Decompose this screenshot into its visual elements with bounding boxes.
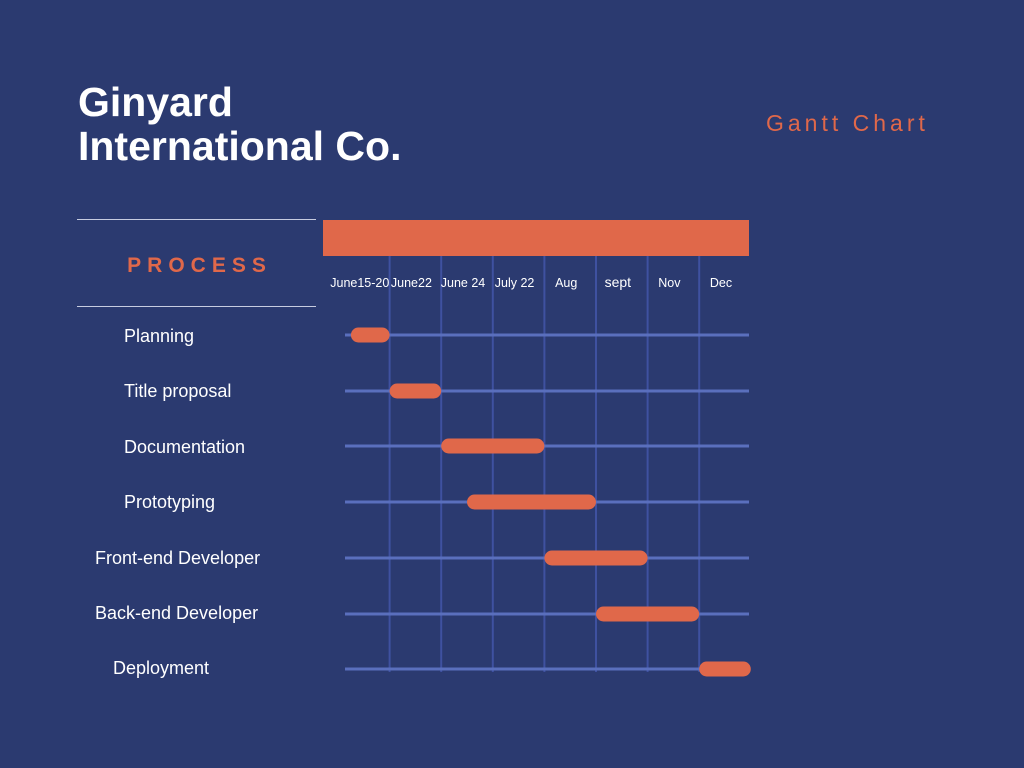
task-label-front-end-developer: Front-end Developer: [95, 548, 261, 568]
task-label-deployment: Deployment: [113, 658, 210, 678]
period-label: Nov: [658, 276, 681, 290]
company-name: Ginyard International Co.: [78, 80, 401, 168]
task-label-title-proposal: Title proposal: [124, 381, 232, 401]
period-label: Aug: [555, 276, 577, 290]
timeline-header-band: [323, 220, 749, 256]
task-label-planning: Planning: [124, 326, 195, 346]
period-label: sept: [605, 274, 632, 290]
task-bar: [467, 494, 596, 510]
task-bar: [699, 661, 751, 677]
task-label-back-end-developer: Back-end Developer: [95, 603, 259, 623]
task-bar: [544, 550, 648, 566]
task-label-documentation: Documentation: [124, 437, 246, 457]
task-label-prototyping: Prototyping: [124, 492, 216, 512]
company-name-line-1: Ginyard: [78, 79, 233, 125]
task-bar: [441, 438, 545, 454]
period-label: July 22: [495, 276, 535, 290]
company-name-line-2: International Co.: [78, 123, 402, 169]
period-label: June22: [391, 276, 432, 290]
period-label: June 24: [441, 276, 486, 290]
period-label: June15-20: [330, 276, 389, 290]
document-label: Gantt Chart: [766, 110, 929, 136]
task-bar: [389, 383, 442, 399]
process-header: PROCESS: [127, 254, 272, 277]
period-label: Dec: [710, 276, 732, 290]
task-bar: [596, 606, 700, 622]
process-bottom-divider: [77, 306, 316, 307]
process-top-divider: [77, 219, 316, 220]
task-bar: [350, 327, 390, 343]
